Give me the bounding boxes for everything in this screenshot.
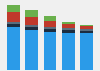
Bar bbox=[44, 32, 56, 70]
Bar bbox=[80, 29, 93, 31]
Bar bbox=[44, 16, 56, 21]
Bar bbox=[44, 27, 56, 29]
Bar bbox=[80, 26, 93, 29]
Bar bbox=[62, 28, 75, 30]
Bar bbox=[80, 33, 93, 70]
Bar bbox=[25, 17, 38, 25]
Bar bbox=[62, 24, 75, 28]
Bar bbox=[7, 5, 20, 12]
Bar bbox=[25, 30, 38, 70]
Bar bbox=[7, 22, 20, 24]
Bar bbox=[7, 24, 20, 27]
Bar bbox=[25, 10, 38, 17]
Bar bbox=[7, 27, 20, 70]
Bar bbox=[25, 27, 38, 30]
Bar bbox=[80, 31, 93, 33]
Bar bbox=[62, 33, 75, 70]
Bar bbox=[44, 29, 56, 32]
Bar bbox=[62, 30, 75, 33]
Bar bbox=[7, 12, 20, 22]
Bar bbox=[80, 25, 93, 26]
Bar bbox=[44, 21, 56, 27]
Bar bbox=[62, 22, 75, 24]
Bar bbox=[25, 25, 38, 27]
